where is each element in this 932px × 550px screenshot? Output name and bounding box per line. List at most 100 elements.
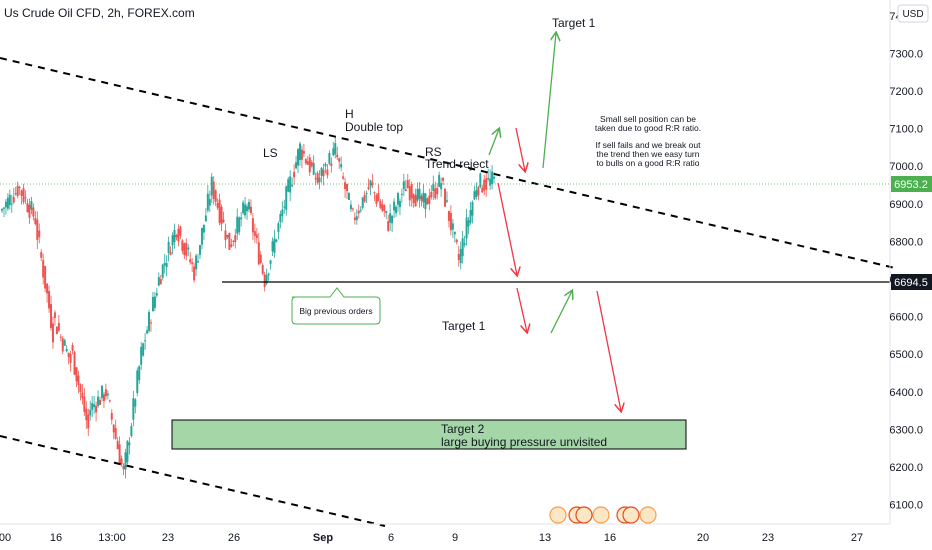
candle-body	[265, 275, 268, 284]
candle-body	[116, 440, 119, 450]
price-axis[interactable]: 6100.06200.06300.06400.06500.06600.06700…	[889, 11, 923, 512]
candle-body	[316, 172, 319, 183]
candle-body	[57, 322, 60, 331]
candle-body	[183, 243, 186, 256]
candle-body	[224, 230, 227, 241]
candle-body	[381, 204, 384, 211]
us-flag-icon[interactable]	[575, 506, 593, 524]
candle-body	[198, 244, 201, 255]
candle-body	[263, 274, 266, 287]
candle-body	[138, 366, 141, 381]
candle-body	[2, 207, 5, 209]
candle-body	[400, 193, 403, 195]
candle-body	[306, 161, 309, 165]
candle-body	[222, 219, 225, 223]
candle-body	[249, 206, 252, 214]
candle-body	[346, 183, 349, 192]
time-tick-label: 16	[604, 532, 616, 544]
candle-body	[320, 167, 323, 176]
candle-body	[291, 184, 294, 187]
candle-body	[479, 173, 482, 188]
candle-body	[140, 346, 143, 365]
candle-body	[136, 370, 139, 394]
candle-body	[430, 191, 433, 198]
time-tick-label: 6	[388, 532, 394, 544]
economic-events-row[interactable]	[549, 506, 657, 524]
candle-body	[208, 199, 211, 206]
currency-box[interactable]	[897, 4, 929, 23]
target2-zone[interactable]	[171, 419, 687, 450]
candle-body	[240, 217, 243, 220]
us-flag-icon[interactable]	[549, 506, 567, 524]
candle-body	[408, 186, 411, 201]
candle-body	[6, 197, 9, 209]
candle-body	[32, 207, 35, 217]
us-flag-icon[interactable]	[592, 506, 610, 524]
candle-body	[253, 231, 256, 236]
analysis-note: Small sell position can be taken due to …	[595, 114, 701, 168]
candle-body	[81, 392, 84, 399]
note-line: If sell fails and we break out	[596, 140, 702, 150]
candle-body	[51, 323, 54, 343]
candle-body	[361, 197, 364, 208]
current-price-value: 6953.2	[894, 179, 928, 191]
candle-body	[193, 266, 196, 281]
candle-body	[212, 181, 215, 200]
candle-body	[396, 193, 399, 205]
candle-body	[214, 190, 217, 202]
candle-body	[416, 188, 419, 201]
candle-body	[287, 179, 290, 192]
candle-body	[273, 238, 276, 253]
candle-body	[79, 384, 82, 393]
support-price-tag: 6694.5	[891, 274, 932, 290]
time-axis[interactable]: 00 16 13:00 23 26 Sep 6 9 13 16 20 23 27	[0, 532, 863, 544]
candle-body	[185, 242, 188, 256]
candle-body	[385, 210, 388, 214]
candle-body	[175, 235, 178, 238]
candle-body	[218, 199, 221, 223]
candle-body	[438, 174, 441, 187]
candle-body	[189, 259, 192, 263]
candle-body	[153, 296, 156, 308]
candle-body	[357, 210, 360, 214]
us-flag-icon[interactable]	[639, 506, 657, 524]
candle-body	[318, 177, 321, 183]
candle-body	[255, 234, 258, 239]
price-tick-label: 7300.0	[889, 48, 923, 60]
candle-body	[428, 195, 431, 204]
time-tick-label: Sep	[313, 532, 333, 544]
big-orders-callout[interactable]: Big previous orders	[291, 287, 381, 325]
candle-body	[4, 201, 7, 208]
candle-body	[248, 202, 250, 210]
candle-body	[387, 221, 390, 231]
candle-body	[197, 261, 200, 263]
candle-body	[61, 338, 64, 352]
candle-body	[451, 223, 454, 230]
candle-body	[83, 396, 86, 412]
candle-body	[108, 400, 111, 402]
candle-body	[461, 238, 464, 257]
price-tick-label: 7100.0	[889, 124, 923, 136]
candle-body	[457, 254, 460, 260]
candle-body	[195, 255, 198, 270]
candle-body	[412, 194, 415, 204]
arrow-up-rs	[488, 129, 499, 156]
candle-body	[493, 176, 496, 179]
candle-body	[489, 178, 492, 186]
candle-body	[483, 179, 486, 191]
note-line: the trend then we easy turn	[596, 149, 699, 159]
us-flag-icon[interactable]	[622, 506, 640, 524]
candle-body	[114, 427, 117, 439]
candle-body	[304, 159, 307, 164]
candle-body	[436, 187, 439, 195]
candle-body	[297, 149, 300, 166]
candle-body	[120, 458, 123, 465]
candle-body	[393, 201, 396, 211]
candle-body	[151, 296, 154, 312]
candle-body	[165, 263, 168, 268]
candle-body	[236, 216, 239, 234]
candle-body	[404, 189, 407, 192]
candle-body	[124, 452, 127, 470]
candle-body	[85, 408, 88, 421]
